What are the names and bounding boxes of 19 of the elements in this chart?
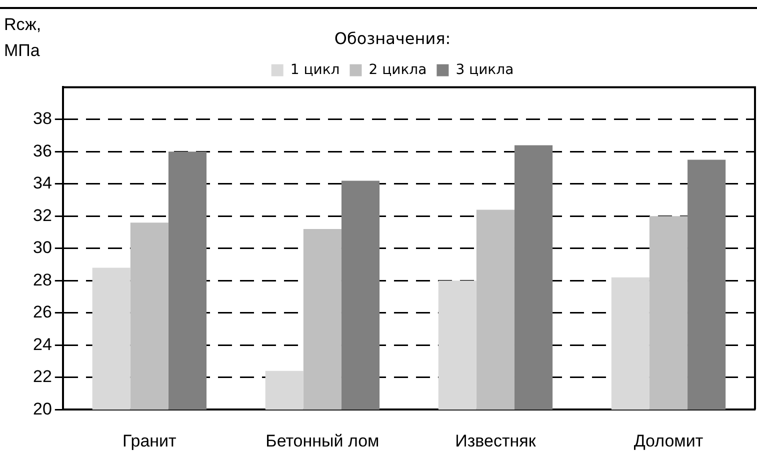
y-tick-label: 28 xyxy=(32,270,52,290)
y-tick-label: 36 xyxy=(32,141,52,160)
legend-label: 2 цикла xyxy=(368,62,427,78)
y-tick-label: 34 xyxy=(32,174,52,193)
y-axis-title: Rсж, МПа xyxy=(4,14,42,62)
x-tick-label: Гранит xyxy=(122,431,177,450)
y-tick-label: 32 xyxy=(32,206,52,225)
y-tick-label: 20 xyxy=(32,399,52,418)
y-tick-label: 26 xyxy=(32,302,52,322)
x-tick-label: Доломит xyxy=(634,431,704,450)
x-tick-label: Известняк xyxy=(455,431,536,450)
y-tick-label: 22 xyxy=(32,367,52,386)
legend-title: Обозначения: xyxy=(334,29,451,48)
y-tick-label: 24 xyxy=(32,334,52,354)
legend-label: 1 цикл xyxy=(290,62,340,78)
legend-label: 3 цикла xyxy=(456,62,514,78)
y-tick-label: 38 xyxy=(32,109,52,128)
x-tick-label: Бетонный лом xyxy=(266,431,380,450)
y-tick-label: 30 xyxy=(32,238,52,258)
